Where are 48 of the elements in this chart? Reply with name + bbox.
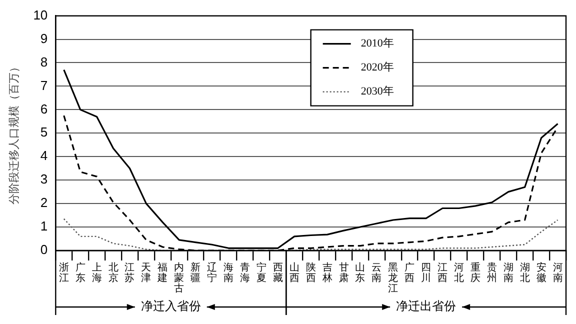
x-tick-label: 黑龙江 xyxy=(388,262,398,294)
legend-label: 2020年 xyxy=(360,62,394,74)
y-tick-label: 9 xyxy=(40,30,48,46)
x-tick-label: 山西 xyxy=(289,261,300,284)
y-tick-label: 7 xyxy=(40,78,48,93)
x-tick-label: 北京 xyxy=(108,261,118,284)
text: 净迁入省份 xyxy=(140,299,201,314)
x-tick-label: 湖南 xyxy=(503,261,514,284)
y-tick-label: 8 xyxy=(40,54,48,70)
x-tick-label: 甘肃 xyxy=(338,261,349,284)
x-tick-label: 青海 xyxy=(240,261,250,284)
x-tick-label: 辽宁 xyxy=(207,261,218,284)
y-tick-label: 0 xyxy=(40,242,48,258)
y-tick-label: 6 xyxy=(40,101,48,116)
x-tick-label: 海南 xyxy=(224,261,234,284)
legend-label: 2030年 xyxy=(360,86,394,98)
x-tick-label: 江苏 xyxy=(124,261,135,284)
y-tick-label: 2 xyxy=(40,195,48,210)
x-tick-label: 广东 xyxy=(75,261,86,284)
x-tick-label: 重庆 xyxy=(470,261,480,284)
text: 净迁出省份 xyxy=(396,299,456,314)
y-tick-label: 4 xyxy=(40,148,48,164)
x-tick-label: 山东 xyxy=(355,261,366,284)
x-tick-label: 河北 xyxy=(454,261,464,284)
y-tick-label: 1 xyxy=(40,218,48,234)
y-tick-label: 5 xyxy=(40,124,48,140)
x-tick-label: 天津 xyxy=(141,262,152,284)
x-tick-label: 广西 xyxy=(404,261,415,284)
x-tick-label: 上海 xyxy=(92,261,102,284)
y-tick-label: 10 xyxy=(33,7,48,22)
x-tick-label: 安徽 xyxy=(536,261,546,284)
x-tick-label: 西藏 xyxy=(272,262,283,284)
x-tick-label: 吉林 xyxy=(321,261,332,284)
x-tick-label: 宁夏 xyxy=(256,261,266,284)
x-tick-label: 湖北 xyxy=(520,261,530,284)
x-tick-label: 浙江 xyxy=(58,261,69,284)
x-tick-label: 四川 xyxy=(421,262,432,284)
x-tick-label: 河南 xyxy=(552,261,563,284)
x-tick-label: 陕西 xyxy=(306,261,316,284)
x-tick-label: 新疆 xyxy=(190,261,201,284)
x-tick-label: 江西 xyxy=(438,261,448,284)
legend-label: 2010年 xyxy=(360,38,394,50)
y-axis-title: 分阶段迁移人口规模（百万） xyxy=(7,62,20,205)
x-tick-label: 贵州 xyxy=(486,261,497,284)
x-tick-label: 内蒙古 xyxy=(174,261,184,294)
x-tick-label: 福建 xyxy=(156,261,168,284)
y-tick-label: 3 xyxy=(40,172,48,187)
x-tick-label: 云南 xyxy=(372,262,382,284)
